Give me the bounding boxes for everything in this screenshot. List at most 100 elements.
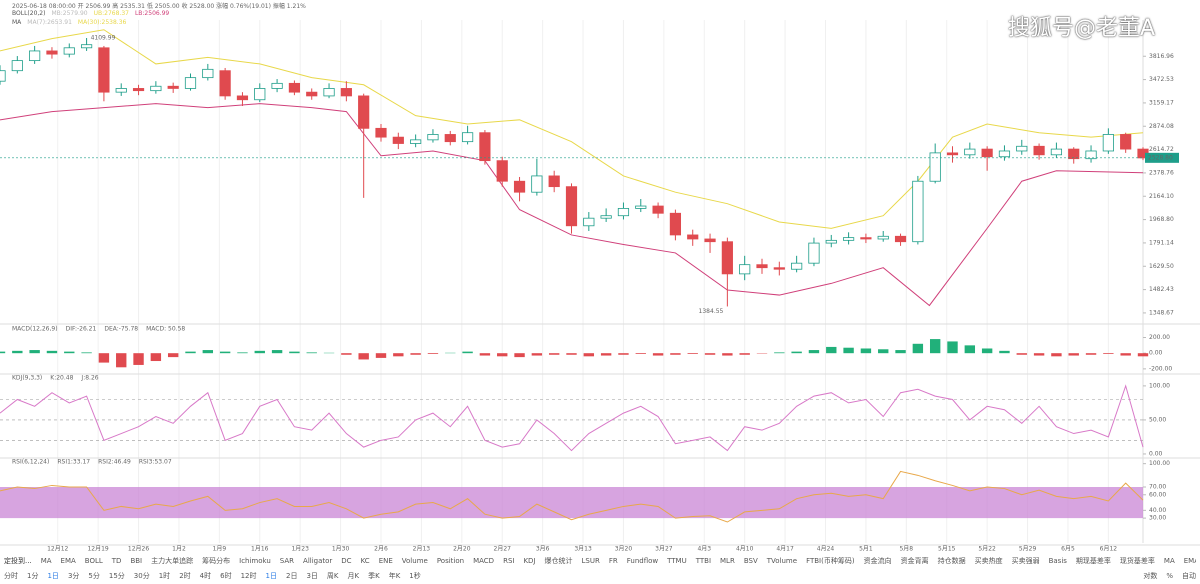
indicator-button[interactable]: MACD [473, 557, 495, 565]
x-tick-label: 1月16 [251, 546, 269, 553]
option-button[interactable]: 自动 [1182, 572, 1196, 580]
interval-button[interactable]: 1秒 [409, 572, 421, 580]
indicator-button[interactable]: BOLL [84, 557, 103, 565]
indicator-button[interactable]: 主力大单追踪 [151, 557, 194, 565]
indicator-button[interactable]: 期现基差率 [1075, 557, 1111, 565]
indicator-button[interactable]: KDJ [523, 557, 536, 565]
indicator-button[interactable]: 持仓数据 [937, 557, 966, 565]
macd-bar [46, 350, 58, 354]
macd-bar [358, 353, 369, 360]
indicator-button[interactable]: MLR [720, 557, 735, 565]
interval-button[interactable]: 6时 [220, 572, 232, 580]
macd-bar [514, 353, 525, 358]
x-tick-label: 3月27 [655, 546, 673, 553]
interval-button[interactable]: 1日 [265, 572, 277, 580]
indicator-button[interactable]: FTBI(币种筹码) [806, 557, 855, 565]
macd-bar [81, 352, 92, 354]
option-button[interactable]: % [1166, 572, 1173, 580]
indicator-button[interactable]: BBI [130, 557, 143, 565]
indicator-button[interactable]: BSV [743, 557, 758, 565]
candle-body [946, 152, 959, 156]
candle-body [410, 139, 422, 144]
y-tick-label: -200.00 [1149, 365, 1172, 372]
interval-button[interactable]: 季K [368, 572, 380, 580]
candle-body [1102, 134, 1114, 152]
indicator-button[interactable]: LSUR [581, 557, 600, 565]
option-button[interactable]: 对数 [1143, 572, 1158, 580]
last-price-label: 2528.80 [1148, 154, 1173, 161]
interval-button[interactable]: 12时 [240, 572, 257, 580]
macd-bar [185, 351, 196, 354]
indicator-button[interactable]: Fundflow [626, 557, 659, 565]
macd-bar [878, 349, 889, 354]
x-tick-label: 5月15 [938, 546, 956, 553]
macd-bar [1033, 353, 1045, 356]
interval-button[interactable]: 分时 [4, 572, 18, 580]
interval-button[interactable]: 1时 [158, 572, 171, 580]
indicator-button[interactable]: KC [360, 557, 370, 565]
macd-bar [774, 352, 785, 354]
indicator-button[interactable]: EMA [60, 557, 76, 565]
y-tick-label: 40.00 [1149, 507, 1166, 514]
candle-body [808, 242, 820, 264]
interval-button[interactable]: 1分 [27, 572, 39, 580]
y-tick-label: 3472.53 [1149, 76, 1174, 83]
indicator-button[interactable]: Position [436, 557, 465, 565]
candle-body [115, 88, 127, 93]
candle-body [236, 95, 249, 101]
indicator-button[interactable]: TTMU [667, 557, 687, 565]
legend-item: RSI1:33.17 [57, 459, 90, 466]
interval-button[interactable]: 3分 [67, 572, 80, 580]
candle-body [635, 205, 647, 209]
indicator-button[interactable]: MA [40, 557, 52, 565]
interval-button[interactable]: 15分 [108, 572, 125, 580]
candle-body [496, 160, 508, 182]
interval-button[interactable]: 2时 [179, 572, 191, 580]
candle-body [1016, 145, 1028, 152]
interval-button[interactable]: 周K [326, 572, 339, 580]
indicator-button[interactable]: 买卖强弱 [1011, 557, 1040, 565]
x-tick-label: 2月20 [453, 546, 471, 553]
indicator-button[interactable]: MA [1163, 557, 1175, 565]
indicator-button[interactable]: 筹码分布 [202, 557, 231, 565]
macd-bar [548, 353, 560, 355]
indicator-button[interactable]: Volume [401, 557, 428, 565]
interval-button[interactable]: 5分 [88, 572, 100, 580]
indicator-button[interactable]: ENE [378, 557, 393, 565]
candle-body [929, 152, 941, 182]
interval-button[interactable]: 4时 [199, 572, 212, 580]
interval-button[interactable]: 1日 [47, 572, 59, 580]
interval-button[interactable]: 30分 [133, 572, 150, 580]
candle-body [358, 95, 370, 129]
indicator-button[interactable]: RSI [503, 557, 515, 565]
indicator-button[interactable]: Basis [1048, 557, 1067, 565]
indicator-button[interactable]: TTBI [695, 557, 712, 565]
legend-item: MACD(12,26,9) [12, 326, 58, 333]
macd-bar [583, 353, 595, 357]
toolbar-lead[interactable]: 定投到... [4, 557, 32, 565]
indicator-button[interactable]: 资金流向 [863, 557, 892, 565]
interval-button[interactable]: 2日 [285, 572, 298, 580]
indicator-button[interactable]: Alligator [303, 557, 333, 565]
candle-body [600, 215, 612, 219]
interval-button[interactable]: 3日 [306, 572, 318, 580]
legend-item: J:8.26 [80, 375, 98, 382]
indicator-button[interactable]: 爆仓统计 [544, 557, 573, 565]
indicator-button[interactable]: DC [341, 557, 352, 565]
indicator-button[interactable]: Ichimoku [239, 557, 271, 565]
indicator-button[interactable]: EMA [1183, 557, 1196, 565]
interval-button[interactable]: 月K [347, 572, 360, 580]
bollinger-band [0, 29, 1144, 229]
interval-button[interactable]: 年K [388, 572, 401, 580]
indicator-button[interactable]: 买卖热度 [974, 557, 1003, 565]
candle-body [80, 44, 93, 49]
indicator-button[interactable]: 现货基差率 [1119, 557, 1155, 565]
indicator-button[interactable]: TD [111, 557, 122, 565]
legend-item: MA(30):2538.36 [77, 19, 127, 26]
indicator-button[interactable]: SAR [279, 557, 295, 565]
indicator-button[interactable]: 资金背离 [900, 557, 929, 565]
indicator-button[interactable]: TVolume [766, 557, 798, 565]
y-tick-label: 1629.50 [1149, 263, 1174, 270]
indicator-button[interactable]: FR [608, 557, 618, 565]
